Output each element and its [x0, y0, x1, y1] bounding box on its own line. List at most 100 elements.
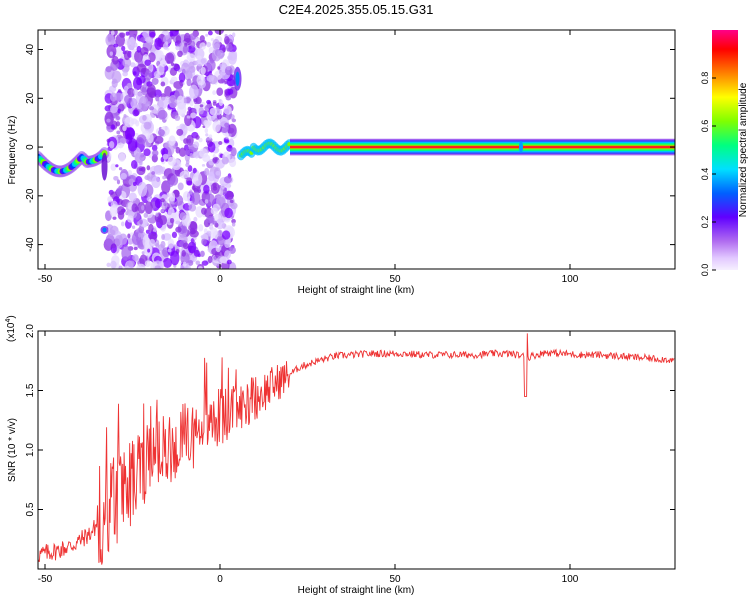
heatmap-noise-blob — [162, 175, 167, 180]
heatmap-noise-blob — [132, 71, 137, 76]
colorbar-tick-label: 0.0 — [700, 264, 710, 277]
heatmap-y-ticks: -40 -20 0 20 40 — [25, 44, 675, 252]
heatmap-noise-blob — [121, 45, 126, 52]
heatmap-noise-blob — [225, 132, 230, 138]
heatmap-noise-blob — [106, 44, 117, 59]
heatmap-noise-blob — [151, 171, 156, 175]
heatmap-noise-blob — [199, 42, 206, 51]
heatmap-noise-blob — [215, 244, 221, 253]
heatmap-noise-blob — [131, 203, 138, 213]
heatmap-noise-blob — [109, 141, 115, 149]
heatmap-noise-blob — [143, 148, 151, 157]
heatmap-noise-blob — [110, 260, 117, 269]
heatmap-noise-blob — [163, 203, 167, 207]
heatmap-noise-blob — [229, 158, 237, 168]
heatmap-noise-blob — [114, 45, 123, 57]
heatmap-band-peak — [290, 146, 675, 148]
heatmap-noise-blob — [217, 112, 221, 116]
heatmap-noise-blob — [212, 120, 221, 133]
heatmap-noise-blob — [201, 207, 207, 215]
heatmap-noise-blob — [142, 114, 147, 121]
snr-x-tick-label: 50 — [389, 574, 401, 585]
heatmap-noise-blob — [191, 185, 196, 191]
heatmap-noise-blob — [219, 256, 228, 264]
heatmap-y-tick-label: 0 — [25, 144, 36, 150]
heatmap-noise-blob — [167, 238, 175, 249]
heatmap-noise-blob — [227, 51, 238, 65]
heatmap-noise-blob — [212, 38, 220, 50]
heatmap-noise-blob — [168, 135, 176, 146]
colorbar-label: Normalized spectral amplitude — [738, 82, 749, 217]
heatmap-noise-blob — [136, 263, 146, 269]
heatmap-noise-blob — [154, 198, 162, 209]
heatmap-noise-blob — [189, 229, 199, 238]
heatmap-noise-blob — [136, 63, 147, 73]
heatmap-noise-blob — [127, 138, 138, 152]
heatmap-noise-blob — [198, 224, 204, 232]
heatmap-noise-blob — [127, 38, 135, 51]
heatmap-noise-blob — [205, 133, 209, 137]
heatmap-noise-blob — [151, 77, 159, 85]
heatmap-noise-blob — [146, 165, 151, 171]
heatmap-noise-blob — [134, 50, 144, 63]
heatmap-noise-blob — [191, 191, 201, 206]
heatmap-noise-blob — [120, 221, 125, 227]
heatmap-noise-blob — [174, 64, 179, 69]
colorbar-tick-label: 0.4 — [700, 168, 710, 181]
heatmap-noise-blob — [125, 211, 129, 216]
heatmap-noise-blob — [131, 225, 136, 229]
heatmap-noise-blob — [189, 152, 194, 158]
heatmap-noise-blob — [141, 251, 145, 255]
heatmap-noise-blob — [124, 126, 135, 141]
heatmap-noise-blob — [139, 219, 143, 225]
heatmap-noise-blob — [187, 165, 193, 172]
heatmap-noise-blob — [218, 140, 223, 145]
heatmap-noise-blob — [175, 45, 180, 51]
heatmap-noise-blob — [186, 78, 192, 87]
heatmap-noise-blob — [217, 229, 223, 237]
colorbar-tick-label: 0.6 — [700, 120, 710, 133]
heatmap-noise-blob — [161, 233, 166, 241]
heatmap-noise-blob — [212, 101, 217, 106]
heatmap-noise-blob — [160, 240, 166, 249]
snr-y-tick-label: 0.5 — [25, 502, 36, 516]
heatmap-noise-blob — [118, 167, 123, 171]
heatmap-noise-blob — [162, 233, 172, 241]
heatmap-noise-blob — [172, 111, 178, 116]
heatmap-noise-blob — [155, 242, 160, 248]
heatmap-noise-blob — [199, 35, 205, 43]
heatmap-noise-blob — [113, 43, 119, 48]
heatmap-noise-blob — [105, 34, 115, 47]
heatmap-noise-blob — [201, 260, 209, 266]
heatmap-noise-blob — [192, 167, 197, 174]
heatmap-noise-blob — [141, 205, 145, 211]
heatmap-frame — [37, 29, 676, 270]
heatmap-noise-blob — [189, 100, 194, 107]
heatmap-noise-blob — [206, 230, 212, 237]
heatmap-noise-blob — [130, 62, 136, 68]
heatmap-noise-blob — [174, 30, 179, 33]
heatmap-noise-blob — [195, 260, 201, 266]
heatmap-noise-blob — [226, 191, 234, 200]
heatmap-noise-blob — [193, 104, 200, 110]
heatmap-noise-blob — [145, 36, 153, 43]
heatmap-noise-blob — [148, 223, 154, 233]
heatmap-noise-blob — [115, 121, 121, 127]
heatmap-noise-blob — [110, 30, 115, 36]
heatmap-noise-blob — [207, 171, 215, 182]
colorbar-tick-label: 0.8 — [700, 72, 710, 85]
heatmap-noise-blob — [169, 217, 175, 224]
heatmap-noise-blob — [157, 109, 168, 120]
heatmap-noise-blob — [110, 124, 116, 130]
heatmap-noise-blob — [158, 96, 169, 109]
heatmap-noise-blob — [189, 189, 193, 195]
heatmap-noise-blob — [106, 118, 111, 123]
heatmap-noise-blob — [147, 52, 156, 63]
heatmap-streak — [101, 152, 108, 181]
heatmap-noise-blob — [181, 62, 190, 75]
heatmap-noise-blob — [128, 192, 137, 202]
heatmap-noise-blob — [221, 230, 231, 240]
heatmap-noise-blob — [139, 37, 146, 42]
heatmap-noise-blob — [105, 233, 115, 247]
heatmap-noise-blob — [162, 42, 169, 50]
